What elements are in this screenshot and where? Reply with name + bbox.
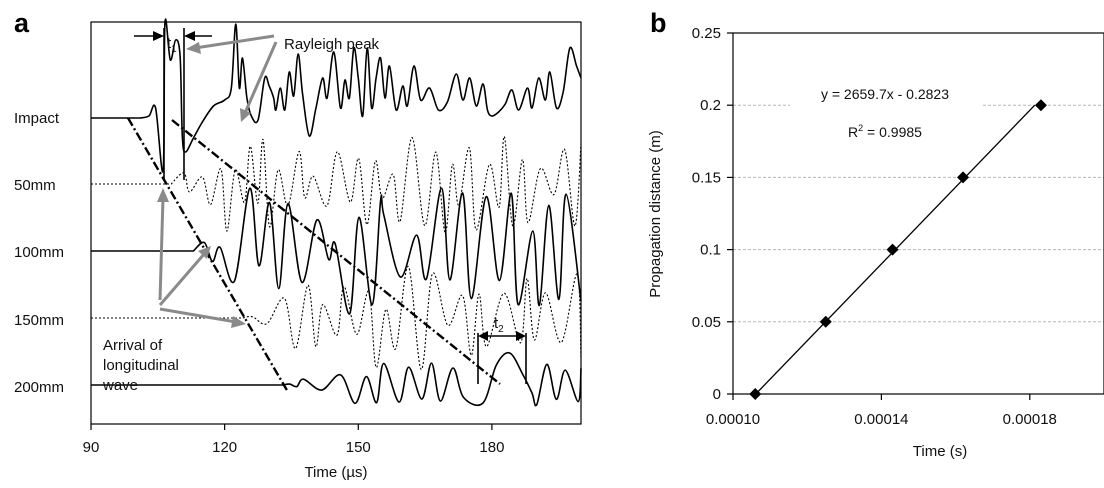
waveform-50mm: [91, 136, 582, 234]
arrow-rayleigh-impact: [194, 34, 275, 50]
data-point-4: [1034, 99, 1047, 112]
trace-label-150mm: 150mm: [14, 312, 64, 329]
data-point-0: [749, 388, 762, 400]
panel-b-x-tick-label-0: 0.00010: [706, 411, 760, 428]
arrival-label-line-3: wave: [102, 377, 138, 394]
panel-b-x-ticks: 0.00010 0.00014 0.00018: [706, 394, 1057, 428]
waveform-100mm: [91, 187, 582, 315]
rayleigh-peak-label: Rayleigh peak: [284, 36, 380, 53]
panel-a-x-tick-label-0: 90: [83, 439, 100, 456]
arrival-label-line-1: Arrival of: [103, 337, 163, 354]
t1-left-arrowhead: [153, 31, 164, 41]
arrival-line-rayleigh: [171, 119, 501, 385]
data-point-1: [819, 315, 832, 328]
panel-a-letter: a: [14, 8, 30, 38]
annotation-arrowheads: [157, 42, 251, 328]
panel-b-y-tick-label-5: 0.25: [692, 25, 721, 42]
panel-a-x-axis-label: Time (µs): [304, 464, 367, 481]
annotation-arrows: [158, 34, 278, 324]
trace-label-200mm: 200mm: [14, 379, 64, 396]
panel-b-y-axis-label: Propagation distance (m): [647, 130, 664, 298]
data-point-3: [957, 171, 970, 184]
t2-marker: [477, 333, 527, 384]
waveform-impact: [91, 18, 582, 173]
arrow-arrival-50mm: [158, 197, 165, 301]
trace-label-100mm: 100mm: [14, 244, 64, 261]
arrival-label-line-2: longitudinal: [103, 357, 179, 374]
panel-b: b 00.050.10.150.20.25 0.00010 0.00014 0.00…: [647, 8, 1104, 460]
panel-b-equation: y = 2659.7x - 0.2823 R2 = 0.9985: [790, 84, 982, 144]
arrival-label: Arrival of longitudinal wave: [102, 337, 179, 394]
panel-b-letter: b: [650, 8, 667, 38]
t2-right-arrowhead: [516, 331, 526, 341]
panel-b-y-tick-label-4: 0.2: [700, 97, 721, 114]
panel-b-y-tick-label-2: 0.1: [700, 242, 721, 259]
arrowhead-150mm: [231, 316, 246, 328]
trendline-equation: y = 2659.7x - 0.2823: [821, 86, 949, 102]
panel-b-x-tick-label-1: 0.00014: [854, 411, 908, 428]
arrowhead-rayleigh-50mm: [240, 108, 251, 122]
waveform-150mm: [91, 265, 582, 371]
t2-label: t2: [494, 315, 504, 335]
panel-b-data-points: [749, 99, 1047, 400]
panel-a-trace-labels: Impact 50mm 100mm 150mm 200mm: [14, 110, 64, 396]
panel-a-x-tick-label-1: 120: [212, 439, 237, 456]
panel-a-plot-frame: [90, 21, 582, 425]
equation-background: [790, 84, 982, 144]
panel-a-x-ticks: 90 120 150 180: [83, 424, 504, 456]
panel-a-x-tick-label-3: 180: [479, 439, 504, 456]
arrowhead-rayleigh-impact: [186, 42, 201, 54]
panel-a-annotations: t1 t2 Rayleigh peak Arrival of longitudi…: [102, 28, 527, 394]
arrowhead-100mm: [198, 246, 211, 259]
t1-right-arrowhead: [184, 31, 195, 41]
panel-b-y-ticks: 0 0.05 0.1 0.15 0.2 0.25: [692, 25, 733, 403]
panel-b-y-tick-label-1: 0.05: [692, 314, 721, 331]
t2-left-arrowhead: [478, 331, 488, 341]
panel-a-x-tick-label-2: 150: [346, 439, 371, 456]
panel-a-waveforms: [91, 18, 582, 407]
panel-b-y-tick-label-3: 0.15: [692, 169, 721, 186]
arrowhead-50mm: [157, 188, 169, 202]
waveform-200mm: [91, 351, 582, 407]
arrow-arrival-100mm: [158, 252, 207, 306]
arrow-arrival-150mm: [159, 307, 237, 324]
t1-label: t1: [167, 35, 177, 55]
data-point-2: [886, 243, 899, 256]
r-squared: R2 = 0.9985: [848, 123, 922, 140]
trace-label-50mm: 50mm: [14, 177, 56, 194]
panel-b-plot-frame: [732, 32, 1104, 395]
panel-b-y-tick-label-0: 0: [713, 386, 721, 403]
panel-b-x-axis-label: Time (s): [913, 443, 967, 460]
arrow-rayleigh-50mm: [243, 41, 278, 114]
trace-label-impact: Impact: [14, 110, 60, 127]
panel-b-x-tick-label-2: 0.00018: [1003, 411, 1057, 428]
